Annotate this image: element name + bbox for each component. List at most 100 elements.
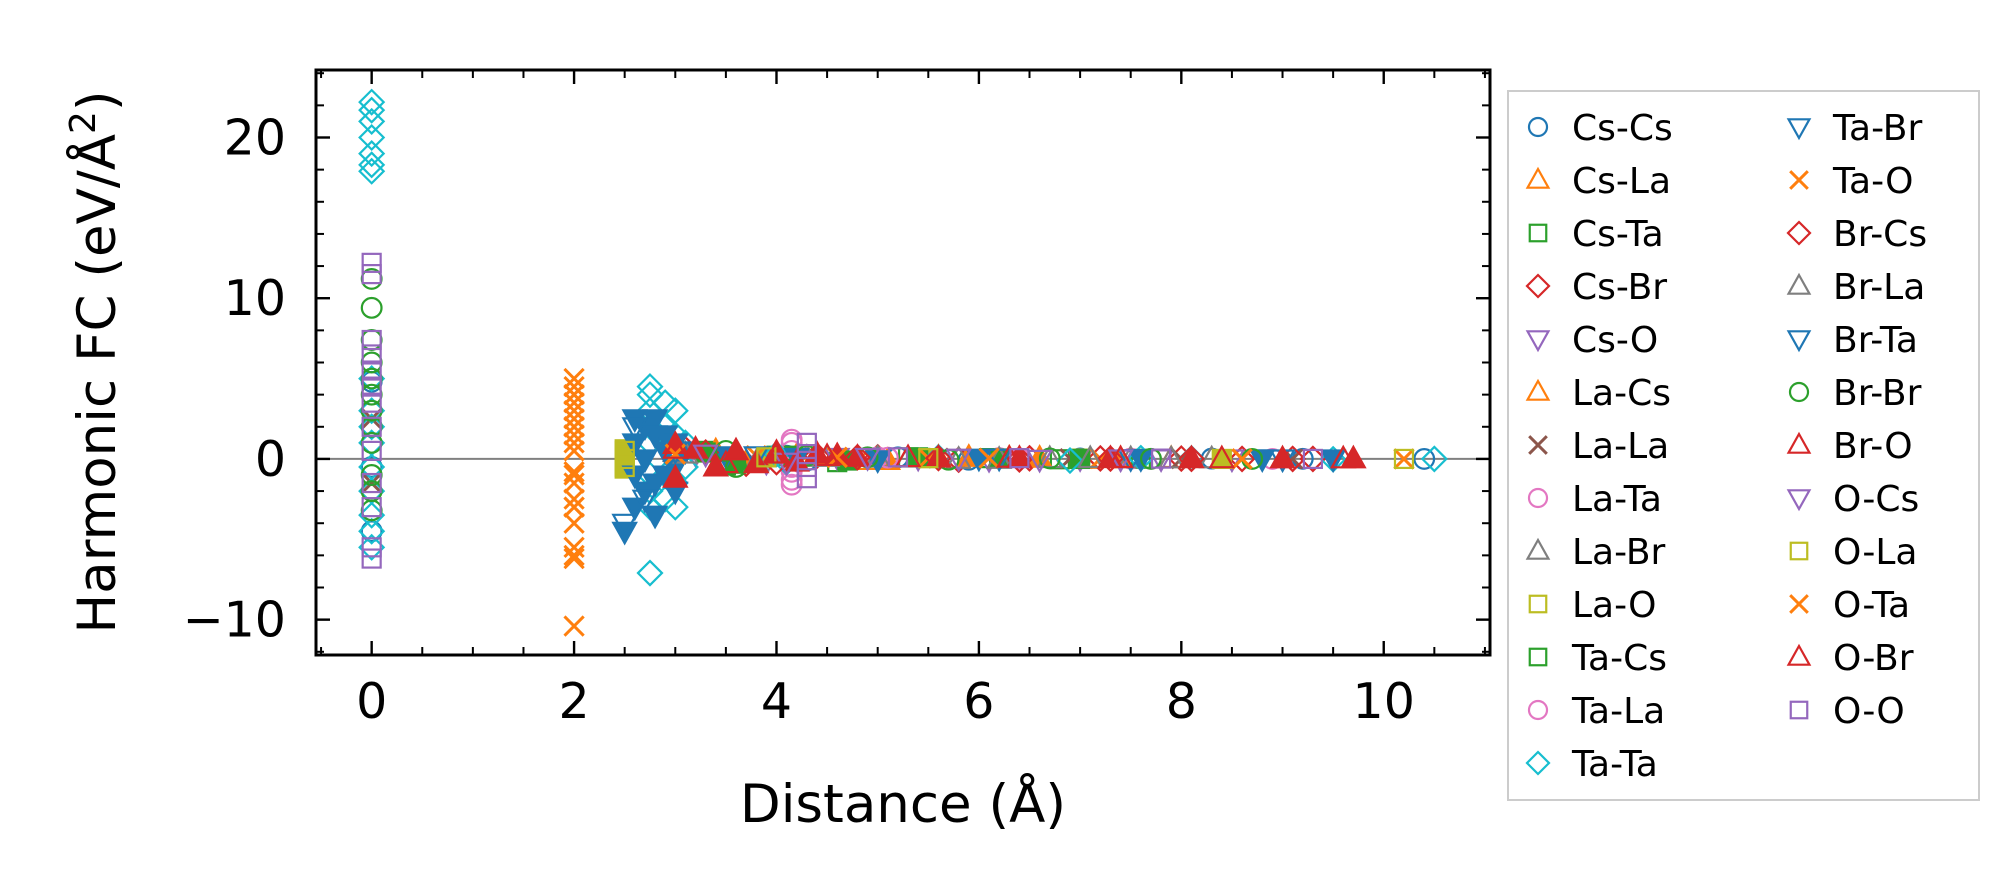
data-point [1056, 446, 1084, 475]
data-point [563, 496, 585, 518]
data-point [563, 472, 585, 494]
legend-entry: Cs-La [1525, 161, 1671, 202]
legend-label: La-Cs [1572, 373, 1671, 414]
data-point [361, 548, 382, 569]
data-point [631, 489, 659, 514]
data-point [763, 439, 790, 464]
data-point [563, 400, 585, 422]
legend-entry: La-O [1528, 585, 1656, 626]
data-point [563, 392, 585, 414]
data-point [1393, 448, 1415, 470]
legend-marker [1528, 223, 1548, 243]
legend-label: La-Ta [1572, 479, 1662, 520]
data-point [1393, 448, 1415, 470]
data-point [1150, 448, 1172, 469]
legend-marker [1528, 594, 1548, 614]
data-point [563, 615, 585, 637]
legend-marker [1525, 537, 1551, 560]
legend-label: La-La [1572, 426, 1669, 467]
data-point [358, 123, 386, 152]
data-point [813, 442, 841, 467]
y-axis-label-tail: ) [67, 90, 128, 111]
data-point [1231, 448, 1253, 470]
data-point [780, 473, 803, 496]
legend-label: Br-Ta [1833, 320, 1918, 361]
data-point [1302, 448, 1323, 470]
data-point [1413, 447, 1436, 470]
legend-label: Br-La [1833, 267, 1925, 308]
data-point [843, 443, 872, 471]
axes: 0 2 4 6 8 10 −10 0 10 20 [183, 68, 1492, 730]
data-point [1420, 445, 1448, 473]
legend-label: O-Ta [1833, 585, 1910, 626]
data-point [636, 381, 664, 409]
series-ta-ta [358, 88, 1448, 587]
data-point [358, 96, 386, 124]
data-point [1177, 445, 1205, 473]
x-tick-label: 4 [761, 673, 792, 730]
y-axis-label-main: Harmonic FC (eV/Å [64, 134, 128, 634]
data-point [662, 435, 689, 459]
data-point [1076, 444, 1104, 469]
legend-label: Ta-Br [1832, 108, 1922, 149]
data-point [887, 447, 909, 468]
data-point [360, 296, 383, 319]
x-tick-label: 0 [356, 673, 387, 730]
legend-marker [1786, 643, 1812, 666]
series-o-la [614, 440, 1415, 478]
legend-entry: Cs-Ta [1528, 214, 1664, 255]
data-point [854, 447, 881, 472]
legend-marker [1786, 272, 1812, 295]
data-point [662, 463, 689, 488]
data-point [796, 432, 817, 453]
data-point [563, 512, 585, 534]
data-point [1157, 444, 1185, 469]
legend-label: Ta-La [1571, 691, 1665, 732]
legend-marker [1528, 647, 1548, 667]
legend-entry: O-Cs [1786, 479, 1919, 520]
data-point [1178, 444, 1205, 469]
data-point [702, 452, 730, 477]
legend-entry: Br-Ta [1786, 320, 1918, 361]
data-point [925, 443, 952, 468]
data-point [361, 392, 382, 413]
legend-label: Cs-La [1572, 161, 1671, 202]
data-point [1038, 447, 1061, 470]
legend-marker [1789, 700, 1809, 720]
legend-marker [1786, 220, 1812, 246]
y-tick-label: −10 [183, 592, 286, 649]
data-point [361, 360, 382, 381]
data-point [712, 449, 740, 474]
legend-label: O-O [1833, 691, 1905, 732]
data-point [1009, 448, 1030, 469]
legend-entry: La-La [1528, 426, 1669, 467]
legend-entry: Ta-La [1527, 691, 1665, 732]
legend-entry: Ta-Cs [1528, 638, 1667, 679]
data-point [1107, 444, 1134, 469]
data-point [1208, 444, 1236, 469]
x-tick-label: 10 [1353, 673, 1415, 730]
data-point [1329, 444, 1357, 469]
legend-label: Cs-O [1572, 320, 1658, 361]
data-point [1228, 445, 1256, 473]
legend-entry: O-La [1789, 532, 1917, 573]
series-o-cs [692, 444, 1134, 477]
legend-entry: Br-O [1786, 426, 1913, 467]
data-point [361, 264, 382, 285]
data-point [563, 488, 585, 510]
legend-entry: Br-Br [1788, 373, 1922, 414]
legend-marker [1789, 541, 1809, 561]
legend-marker [1789, 594, 1809, 614]
data-point [1269, 444, 1296, 469]
legend-marker [1788, 381, 1810, 403]
legend-label: La-O [1572, 585, 1656, 626]
data-point [722, 436, 750, 461]
legend-frame [1507, 90, 1980, 801]
y-tick-label: 20 [224, 110, 286, 167]
data-point [614, 456, 635, 478]
y-axis-label: Harmonic FC (eV/Å2) [63, 90, 128, 633]
data-point [611, 513, 638, 538]
data-point [361, 537, 382, 558]
legend-entry: Cs-O [1525, 320, 1658, 361]
